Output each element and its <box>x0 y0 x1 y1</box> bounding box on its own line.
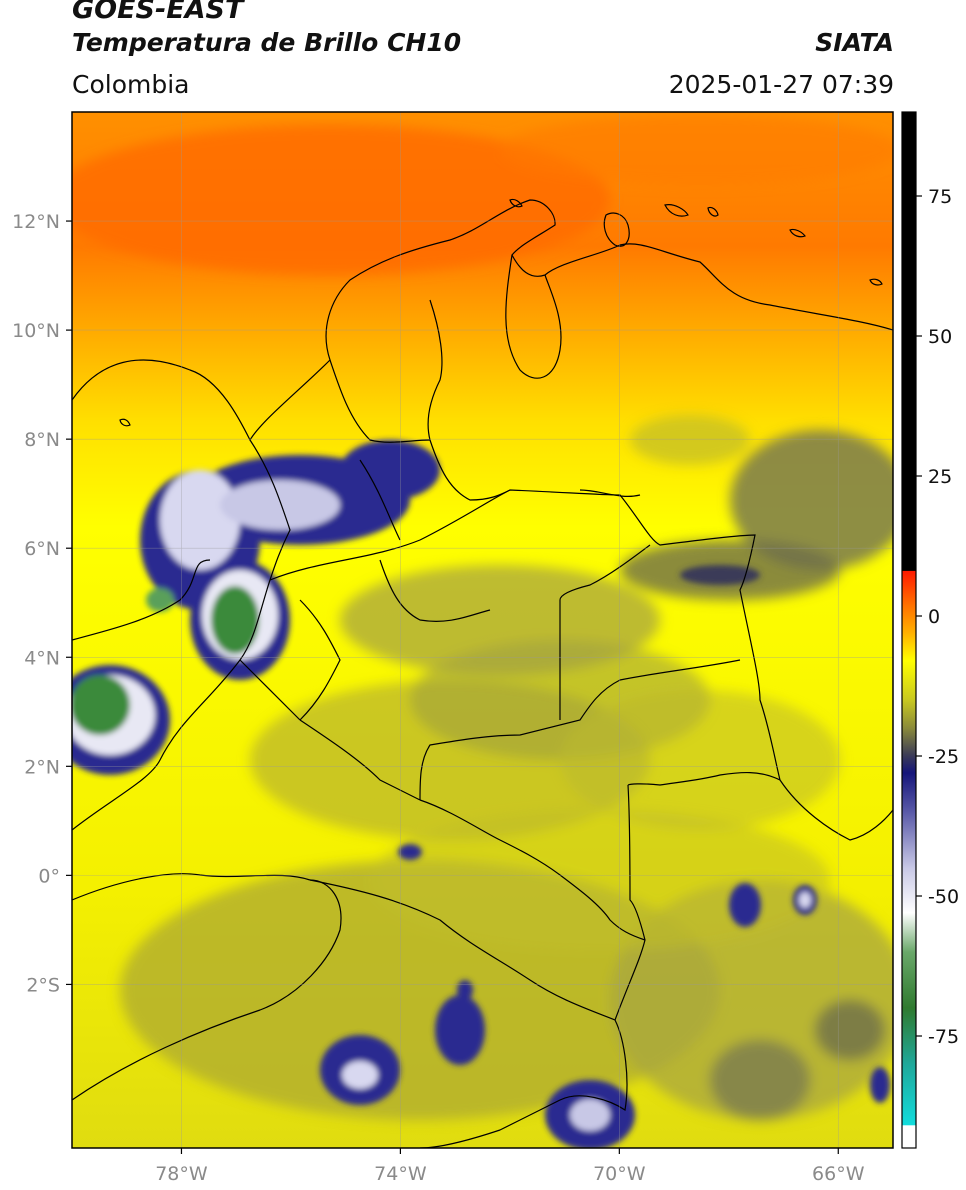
colorbar-ticks: 75 50 25 0 -25 -50 -75 <box>916 186 959 1048</box>
colorbar-tick-label: 50 <box>928 326 952 348</box>
product-subtitle: Temperatura de Brillo CH10 <box>72 28 462 57</box>
timestamp-label: 2025-01-27 07:39 <box>668 70 894 99</box>
colorbar-ramp <box>902 112 916 1148</box>
colorbar-tick-label: 75 <box>928 186 952 208</box>
product-title: GOES-EAST <box>72 0 244 25</box>
low-cloud-regions <box>120 415 893 1120</box>
islands <box>119 198 883 427</box>
colorbar: 75 50 25 0 -25 -50 -75 <box>901 111 959 1149</box>
lat-tick-label: 12°N <box>12 211 60 233</box>
lon-tick-label: 78°W <box>155 1163 208 1185</box>
colorbar-tick-label: 25 <box>928 466 952 488</box>
colorbar-tick-label: -50 <box>928 886 959 908</box>
lat-tick-label: 6°N <box>24 538 60 560</box>
map-field <box>72 112 893 1148</box>
lon-tick-label: 70°W <box>593 1163 646 1185</box>
coastlines-and-borders <box>72 199 893 1148</box>
lat-tick-label: 2°S <box>26 974 60 996</box>
map-frame <box>71 111 894 1149</box>
colorbar-frame <box>901 111 917 1149</box>
graticule <box>72 112 893 1148</box>
longitude-ticks: 78°W 74°W 70°W 66°W <box>155 1148 865 1185</box>
lat-tick-label: 2°N <box>24 756 60 778</box>
lat-tick-label: 4°N <box>24 647 60 669</box>
latitude-ticks: 12°N 10°N 8°N 6°N 4°N 2°N 0° 2°S <box>12 211 72 996</box>
lat-tick-label: 10°N <box>12 320 60 342</box>
warm-sea-band <box>72 115 893 275</box>
colorbar-tick-label: -75 <box>928 1026 959 1048</box>
deep-convection <box>72 440 890 1148</box>
lat-tick-label: 0° <box>38 865 60 887</box>
colorbar-tick-label: -25 <box>928 746 959 768</box>
region-label: Colombia <box>72 70 190 99</box>
colorbar-tick-label: 0 <box>928 606 940 628</box>
lat-tick-label: 8°N <box>24 429 60 451</box>
lon-tick-label: 74°W <box>374 1163 427 1185</box>
lon-tick-label: 66°W <box>812 1163 865 1185</box>
source-label: SIATA <box>815 28 894 57</box>
